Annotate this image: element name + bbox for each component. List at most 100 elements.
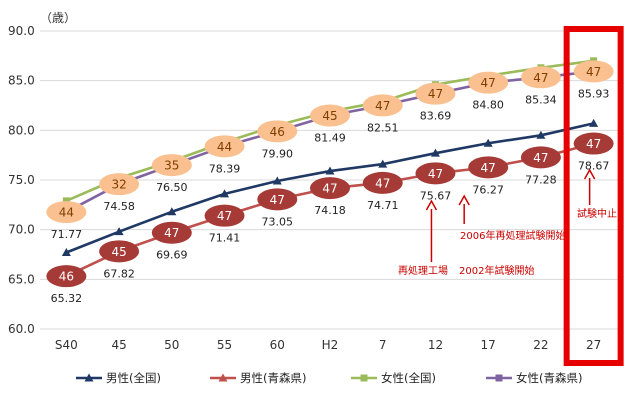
rank-badge-female-aomori: [468, 71, 509, 94]
x-tick-label: 22: [533, 338, 548, 352]
annotation-text: 試験中止: [577, 207, 617, 220]
rank-badge-female-aomori: [257, 120, 298, 143]
x-tick-label: 17: [481, 338, 496, 352]
rank-badge-female-aomori: [310, 104, 350, 127]
value-label-male-aomori: 75.67: [420, 189, 452, 202]
annotation-text: 2002年試験開始: [459, 264, 534, 277]
rank-badge-female-aomori: [415, 82, 456, 105]
rank-badge-female-aomori: [362, 94, 403, 117]
y-tick-label: 70.0: [8, 223, 35, 237]
data-point-male-national: [536, 130, 546, 139]
data-point-male-national: [220, 189, 230, 198]
data-point-male-national: [325, 166, 335, 175]
x-tick-label: 45: [111, 338, 126, 352]
data-point-male-national: [589, 118, 599, 127]
annotation-arrow-2002-head: [425, 199, 438, 211]
rank-label-female-aomori: 45: [322, 109, 337, 123]
rank-label-female-aomori: 47: [375, 99, 390, 113]
rank-badge-female-aomori: [151, 154, 192, 177]
value-label-female-aomori: 84.80: [472, 99, 504, 112]
value-label-female-aomori: 81.49: [314, 132, 346, 145]
legend-swatch-marker: [84, 373, 94, 382]
rank-label-male-aomori: 46: [59, 270, 74, 284]
annotation-arrow-2006-head: [458, 194, 470, 206]
x-tick-label: S40: [55, 338, 78, 352]
rank-label-male-aomori: 47: [322, 182, 337, 196]
rank-badge-male-aomori: [46, 265, 87, 288]
rank-badge-male-aomori: [415, 162, 456, 185]
y-axis-unit-label: （歳）: [40, 11, 76, 25]
rank-badge-male-aomori: [151, 221, 192, 244]
x-tick-label: 7: [379, 338, 387, 352]
rank-label-male-aomori: 47: [375, 176, 390, 190]
rank-label-female-aomori: 44: [217, 140, 232, 154]
rank-badge-female-aomori: [204, 135, 245, 158]
rank-label-female-aomori: 47: [533, 71, 548, 85]
rank-badge-male-aomori: [204, 204, 245, 227]
rank-badge-male-aomori: [99, 240, 140, 263]
rank-badge-male-aomori: [468, 156, 509, 179]
value-label-female-aomori: 82.51: [367, 121, 399, 134]
rank-label-male-aomori: 47: [481, 161, 496, 175]
value-label-female-aomori: 85.34: [525, 93, 557, 106]
x-tick-label: 60: [270, 338, 285, 352]
x-tick-label: 27: [586, 338, 601, 352]
legend-label: 女性(青森県): [516, 371, 582, 385]
value-label-male-aomori: 69.69: [156, 249, 188, 262]
value-label-male-aomori: 74.18: [314, 204, 346, 217]
x-tick-label: H2: [322, 338, 339, 352]
legend-label: 男性(青森県): [240, 371, 306, 385]
value-label-female-aomori: 78.39: [209, 162, 241, 175]
rank-badge-female-aomori: [99, 173, 140, 196]
data-point-male-national: [61, 248, 71, 257]
y-tick-label: 85.0: [8, 74, 35, 88]
value-label-male-aomori: 77.28: [525, 173, 557, 186]
rank-badge-male-aomori: [257, 188, 298, 211]
rank-label-female-aomori: 32: [111, 178, 126, 192]
rank-badge-male-aomori: [520, 146, 561, 169]
rank-badge-female-aomori: [520, 66, 561, 89]
rank-label-female-aomori: 44: [59, 206, 74, 220]
y-tick-label: 90.0: [8, 24, 35, 38]
data-point-male-national: [272, 176, 282, 185]
rank-label-male-aomori: 47: [270, 193, 285, 207]
data-point-female-national: [62, 197, 70, 205]
rank-badge-male-aomori: [362, 171, 403, 194]
rank-label-female-aomori: 47: [586, 65, 601, 79]
highlight-box: [563, 26, 624, 366]
rank-label-male-aomori: 47: [217, 209, 232, 223]
rank-label-male-aomori: 47: [164, 226, 179, 240]
rank-label-female-aomori: 47: [428, 87, 443, 101]
annotation-text: 再処理工場: [398, 264, 448, 277]
data-point-male-national: [378, 159, 388, 168]
rank-badge-female-aomori: [573, 60, 614, 83]
rank-badge-male-aomori: [573, 132, 614, 155]
value-label-female-aomori: 83.69: [420, 110, 452, 123]
legend-swatch-marker: [218, 373, 228, 382]
y-tick-label: 60.0: [8, 322, 35, 336]
annotation-text: 2006年再処理試験開始: [460, 229, 565, 242]
value-label-male-aomori: 78.67: [578, 160, 610, 173]
rank-badge-male-aomori: [310, 177, 350, 200]
legend-label: 女性(全国): [381, 371, 436, 385]
rank-label-female-aomori: 46: [270, 125, 285, 139]
rank-label-female-aomori: 47: [481, 76, 496, 90]
rank-label-male-aomori: 47: [586, 137, 601, 151]
x-tick-label: 12: [428, 338, 443, 352]
value-label-female-aomori: 85.93: [578, 87, 610, 100]
annotation-arrow-stop-head: [583, 168, 596, 180]
x-tick-label: 55: [217, 338, 232, 352]
data-point-male-national: [167, 207, 177, 216]
value-label-female-aomori: 71.77: [51, 228, 83, 241]
rank-badge-female-aomori: [46, 201, 87, 224]
value-label-female-aomori: 74.58: [103, 200, 135, 213]
value-label-male-aomori: 74.71: [367, 199, 399, 212]
value-label-female-aomori: 79.90: [262, 147, 294, 160]
value-label-male-aomori: 73.05: [262, 215, 294, 228]
data-point-male-national: [114, 227, 124, 236]
data-point-male-national: [483, 138, 493, 147]
legend-label: 男性(全国): [106, 371, 161, 385]
rank-label-male-aomori: 47: [533, 151, 548, 165]
